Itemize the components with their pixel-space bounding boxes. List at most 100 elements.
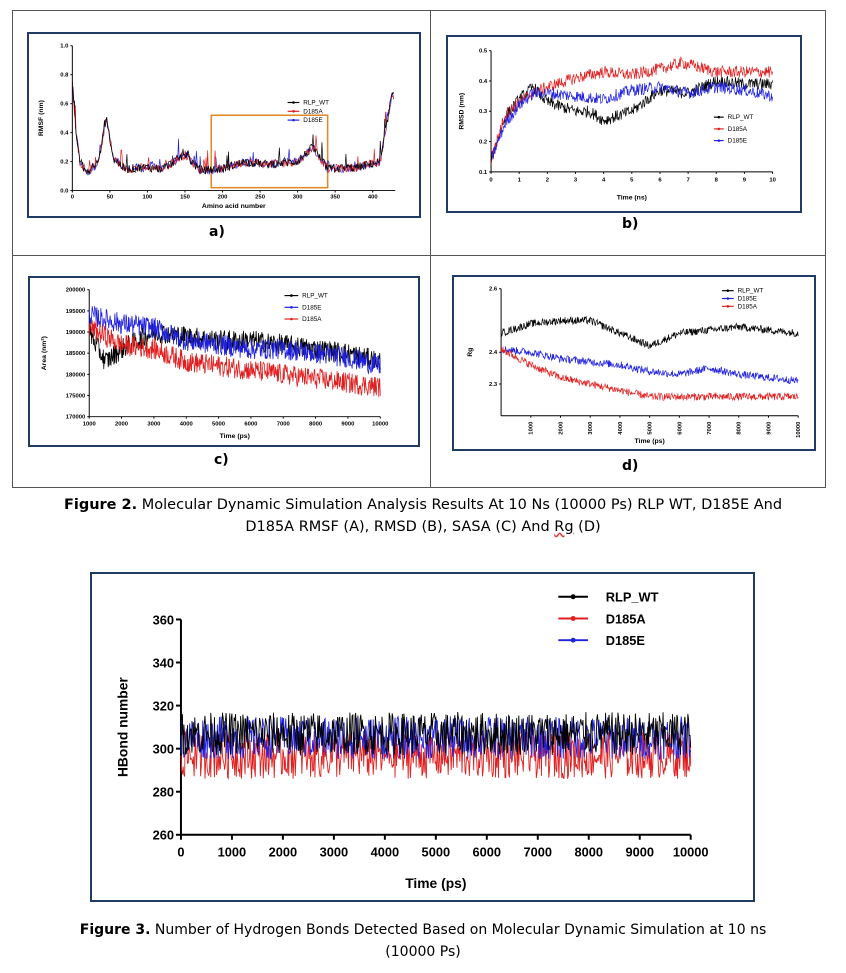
rmsd-xtick-label: 6 bbox=[658, 178, 662, 184]
figure2-divider-horizontal bbox=[12, 255, 826, 256]
rg-ytick-label: 2.6 bbox=[489, 287, 498, 293]
sasa-xtick-label: 4000 bbox=[180, 421, 194, 427]
figure2-caption-line1: Molecular Dynamic Simulation Analysis Re… bbox=[137, 497, 783, 513]
sasa-legend-label: D185E bbox=[302, 304, 321, 311]
hbond-xtick-label: 0 bbox=[177, 845, 184, 860]
rg-xtick-label: 2000 bbox=[558, 421, 564, 435]
sasa-xtick-label: 10000 bbox=[372, 421, 389, 427]
rmsf-highlight-box bbox=[210, 114, 329, 189]
sasa-ytick-label: 200000 bbox=[66, 288, 86, 294]
figure2-caption-rg: Rg bbox=[554, 519, 574, 535]
sasa-ytick-label: 190000 bbox=[66, 330, 86, 336]
rmsf-ytick-label: 0.6 bbox=[60, 102, 69, 108]
hbond-series-D185E bbox=[180, 715, 692, 761]
sasa-ytick-label: 185000 bbox=[66, 351, 86, 357]
rg-xtick-label: 6000 bbox=[677, 421, 683, 435]
rmsf-xtick-label: 0 bbox=[71, 194, 75, 200]
rg-legend-label: D185E bbox=[738, 295, 757, 302]
rmsf-xtick-label: 200 bbox=[218, 194, 229, 200]
rg-xtick-label: 9000 bbox=[766, 421, 772, 435]
hbond-legend-marker bbox=[570, 594, 576, 600]
rmsf-legend-marker bbox=[292, 101, 295, 104]
rmsd-ytick-label: 0.1 bbox=[479, 170, 488, 176]
rmsd-legend-marker bbox=[717, 127, 721, 131]
rmsd-ytick-label: 0.2 bbox=[479, 140, 488, 146]
figure2-divider-vertical bbox=[430, 10, 431, 488]
rmsf-legend-label: RLP_WT bbox=[303, 99, 329, 106]
hbond-legend-label: RLP_WT bbox=[606, 590, 659, 605]
panel-b-label: b) bbox=[622, 216, 639, 232]
hbond-ylabel: HBond number bbox=[115, 677, 131, 777]
rmsd-legend-marker bbox=[717, 139, 721, 142]
hbond-ytick-label: 300 bbox=[153, 742, 174, 757]
rg-series-D185E bbox=[500, 346, 799, 384]
rmsf-xtick-label: 50 bbox=[107, 194, 114, 200]
sasa-ytick-label: 195000 bbox=[66, 309, 86, 315]
rg-xlabel: Time (ps) bbox=[635, 438, 665, 445]
rmsf-xlabel: Amino acid number bbox=[202, 203, 266, 210]
rmsd-xtick-label: 8 bbox=[715, 178, 719, 184]
sasa-xtick-label: 1000 bbox=[83, 421, 97, 427]
figure3-caption-line1: Number of Hydrogen Bonds Detected Based … bbox=[150, 922, 767, 938]
figure2-caption-line2a: D185A RMSF (A), RMSD (B), SASA (C) And bbox=[245, 519, 555, 535]
rg-ytick-label: 2.4 bbox=[489, 350, 498, 356]
hbond-xtick-label: 6000 bbox=[473, 845, 502, 860]
sasa-legend-marker bbox=[290, 294, 293, 297]
sasa-chart: 1000 2000 3000 4000 5000 6000 7000 8000 9000 1000… bbox=[28, 276, 420, 447]
sasa-legend-marker bbox=[290, 317, 293, 321]
hbond-ytick-label: 360 bbox=[153, 612, 174, 627]
hbond-xtick-label: 9000 bbox=[625, 845, 654, 860]
sasa-ylabel: Area (nm²) bbox=[41, 336, 48, 370]
figure2-caption-line2c: (D) bbox=[573, 519, 601, 535]
hbond-series-D185A bbox=[180, 730, 692, 780]
rmsf-ylabel: RMSF (nm) bbox=[38, 100, 45, 136]
hbond-xtick-label: 5000 bbox=[422, 845, 451, 860]
sasa-ytick-label: 170000 bbox=[66, 415, 86, 421]
rg-xtick-label: 8000 bbox=[737, 421, 743, 435]
rmsd-legend-label: RLP_WT bbox=[728, 114, 754, 121]
figure2-grid bbox=[12, 10, 826, 488]
rmsf-ytick-label: 0.8 bbox=[60, 73, 69, 79]
rmsd-chart-svg: 0 1 2 3 4 5 6 7 8 9 10 0.1 0.2 0.3 0.4 0.5 Time (ns) RMSD… bbox=[459, 49, 777, 202]
hbond-ytick-label: 340 bbox=[153, 655, 174, 670]
figure2-caption-bold: Figure 2. bbox=[63, 497, 138, 513]
sasa-xtick-label: 8000 bbox=[309, 421, 323, 427]
rg-xtick-label: 5000 bbox=[648, 421, 654, 435]
rg-legend-marker bbox=[726, 289, 730, 292]
panel-a-label: a) bbox=[209, 224, 225, 240]
rmsd-series-D185E bbox=[490, 80, 773, 160]
rmsf-legend-label: D185E bbox=[303, 117, 322, 124]
hbond-series-RLP_WT bbox=[180, 712, 692, 756]
rg-ytick-label: 2.3 bbox=[489, 382, 498, 388]
rg-chart-svg: 1000 2000 3000 4000 5000 6000 7000 8000 9000 1000… bbox=[467, 287, 802, 445]
sasa-series-D185E bbox=[88, 306, 381, 375]
figure3-caption-line2: (10000 Ps) bbox=[385, 944, 461, 960]
rmsd-xtick-label: 9 bbox=[743, 178, 747, 184]
sasa-chart-svg: 1000 2000 3000 4000 5000 6000 7000 8000 9000 1000… bbox=[41, 288, 389, 440]
rg-legend-marker bbox=[726, 305, 730, 308]
hbond-legend-marker bbox=[570, 615, 576, 621]
rmsf-ytick-label: 0.4 bbox=[60, 131, 69, 137]
rmsd-ylabel: RMSD (nm) bbox=[459, 93, 466, 130]
hbond-legend-label: D185E bbox=[606, 633, 646, 648]
rg-xtick-label: 4000 bbox=[618, 421, 624, 435]
hbond-xtick-label: 10000 bbox=[673, 845, 709, 860]
figure2-caption: Figure 2. Molecular Dynamic Simulation A… bbox=[20, 494, 826, 538]
rg-chart: 1000 2000 3000 4000 5000 6000 7000 8000 9000 1000… bbox=[452, 275, 816, 451]
rmsd-series-D185A bbox=[490, 56, 773, 165]
rmsd-chart: 0 1 2 3 4 5 6 7 8 9 10 0.1 0.2 0.3 0.4 0.5 Time (ns) RMSD… bbox=[446, 35, 802, 213]
rmsd-ytick-label: 0.3 bbox=[479, 109, 488, 115]
rmsf-legend-label: D185A bbox=[303, 108, 323, 115]
panel-d-label: d) bbox=[622, 458, 639, 474]
sasa-xtick-label: 7000 bbox=[277, 421, 291, 427]
sasa-xlabel: Time (ps) bbox=[220, 433, 250, 440]
sasa-legend-label: D185A bbox=[302, 316, 322, 323]
figure3-caption: Figure 3. Number of Hydrogen Bonds Detec… bbox=[60, 919, 786, 963]
rmsd-xtick-label: 0 bbox=[489, 178, 493, 184]
rmsf-legend-marker bbox=[292, 110, 295, 113]
rmsd-xtick-label: 7 bbox=[686, 178, 689, 184]
rmsf-xtick-label: 350 bbox=[330, 194, 341, 200]
rg-ylabel: Rg bbox=[467, 348, 474, 357]
rg-legend-marker bbox=[726, 297, 730, 300]
hbond-xtick-label: 8000 bbox=[574, 845, 603, 860]
